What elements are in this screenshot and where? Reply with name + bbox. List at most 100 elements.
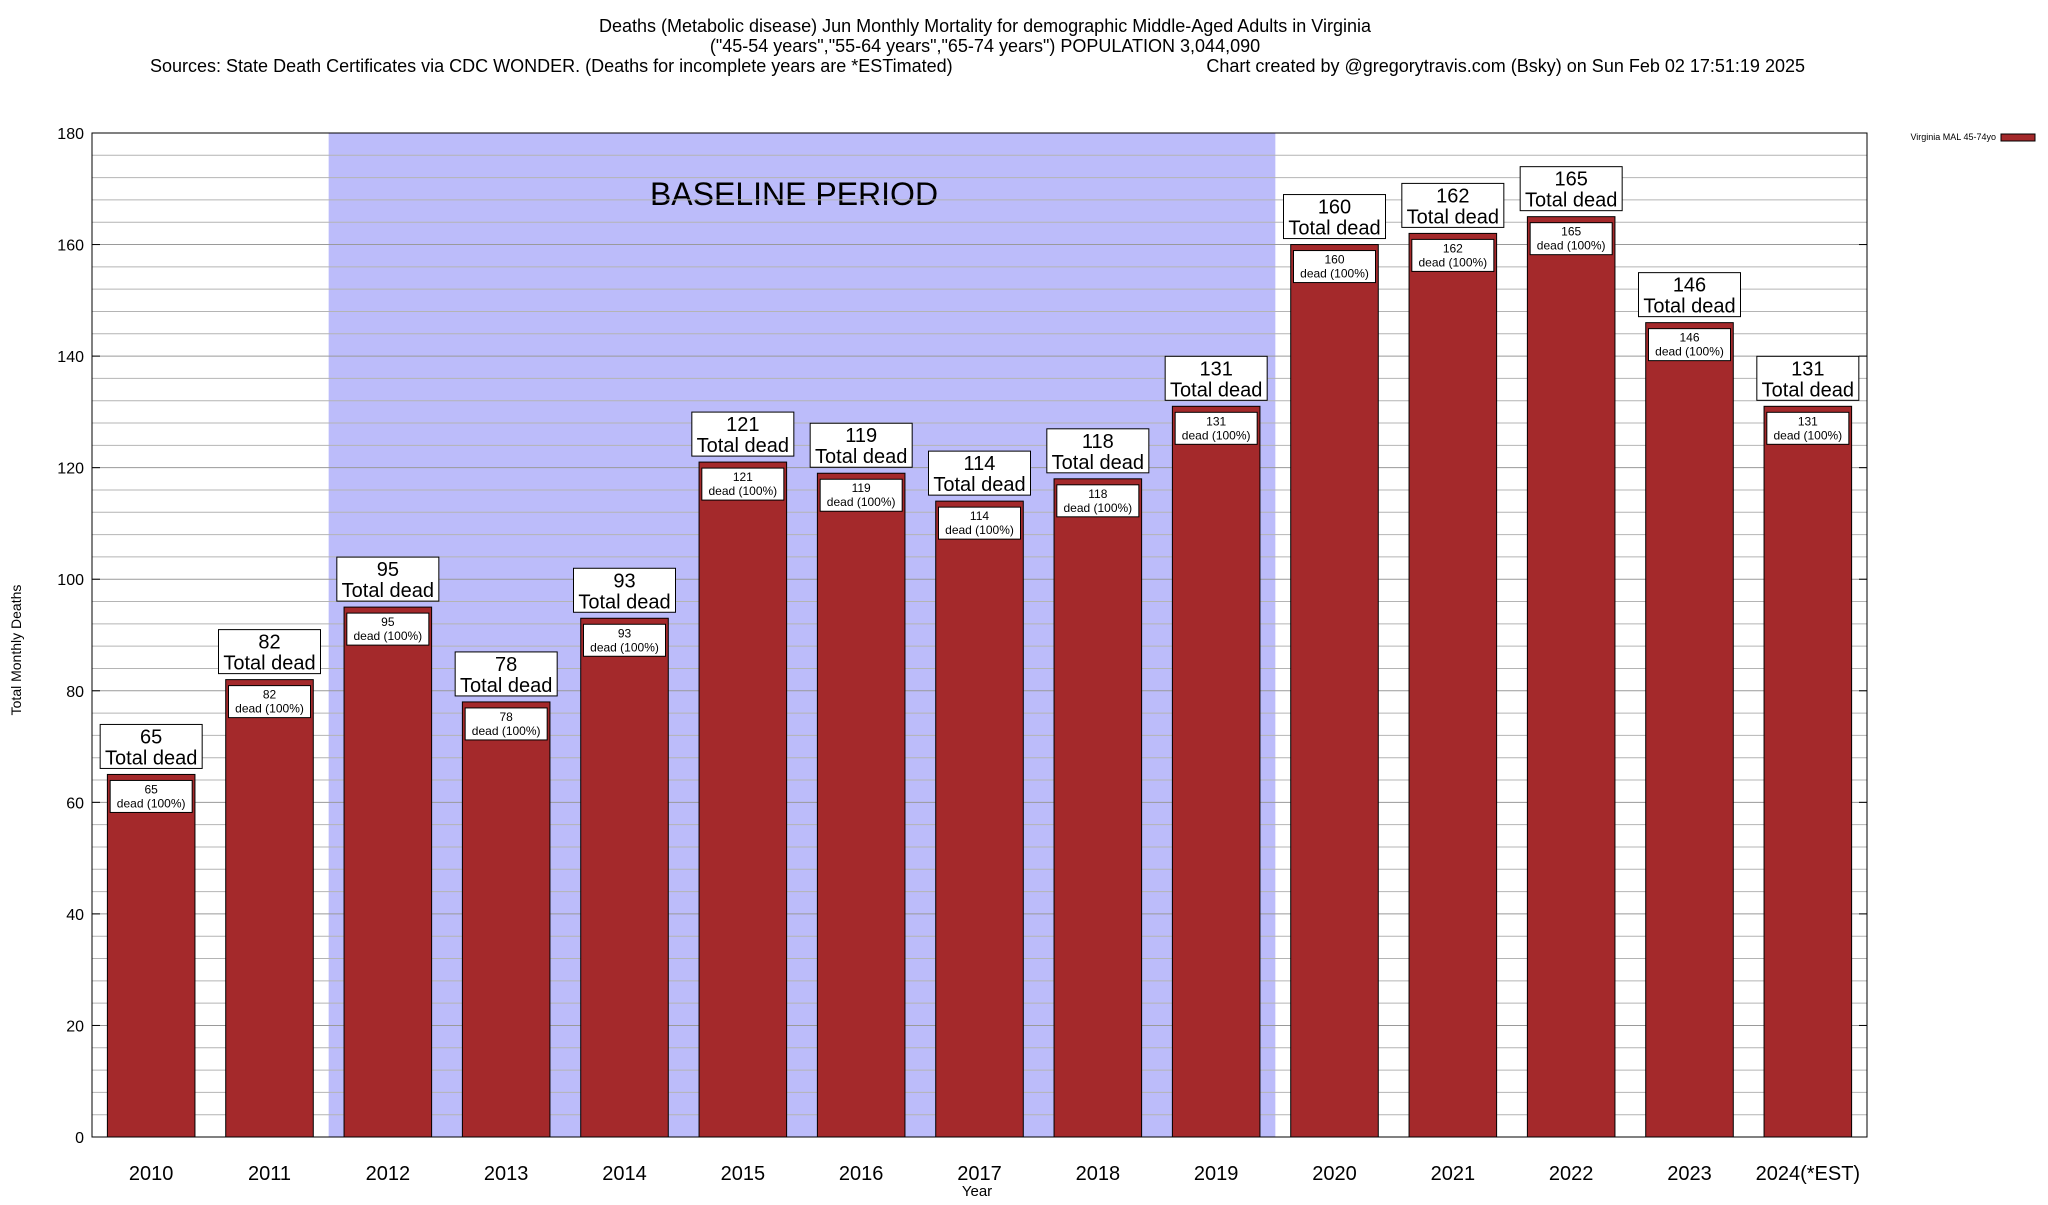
total-label-box — [928, 450, 1031, 496]
inner-label-box — [583, 623, 666, 657]
inner-label-text: dead (100%) — [117, 796, 186, 810]
total-label-text: Total dead — [1288, 218, 1380, 240]
inner-label-text: dead (100%) — [590, 640, 659, 654]
inner-label-value: 160 — [1324, 253, 1344, 267]
y-tick-label: 0 — [75, 1130, 84, 1147]
baseline-period-label: BASELINE PERIOD — [650, 176, 938, 212]
chart-title-line-2: ("45-54 years","55-64 years","65-74 year… — [710, 36, 1260, 56]
y-tick-label: 100 — [57, 572, 84, 589]
inner-label-value: 118 — [1088, 487, 1107, 501]
total-label-text: Total dead — [933, 474, 1025, 496]
total-label-value: 131 — [1199, 358, 1232, 380]
inner-label-box — [464, 707, 548, 741]
total-label-box — [336, 556, 440, 602]
total-label-value: 95 — [377, 559, 399, 581]
inner-label-value: 119 — [852, 481, 871, 495]
total-label-text: Total dead — [1170, 379, 1262, 401]
total-label-value: 82 — [258, 632, 280, 654]
total-label-box — [1638, 272, 1741, 318]
inner-label-value: 78 — [499, 710, 513, 724]
bar — [580, 617, 669, 1138]
inner-label-text: dead (100%) — [1182, 428, 1251, 442]
total-label-box — [218, 629, 321, 675]
y-tick-label: 180 — [57, 126, 84, 143]
total-label-text: Total dead — [697, 435, 789, 457]
total-label-text: Total dead — [460, 675, 552, 697]
inner-label-box — [1293, 250, 1376, 284]
bar — [1645, 322, 1734, 1138]
bar — [1053, 478, 1143, 1138]
inner-label-text: dead (100%) — [1773, 428, 1842, 442]
total-label-text: Total dead — [105, 747, 197, 769]
legend-swatch — [2000, 133, 2036, 142]
x-tick-label: 2021 — [1431, 1163, 1476, 1185]
total-label-box — [573, 567, 676, 613]
total-label-value: 93 — [613, 570, 635, 592]
total-label-text: Total dead — [1052, 452, 1144, 474]
bar — [461, 701, 551, 1138]
y-tick-label: 120 — [57, 461, 84, 478]
total-label-box — [1283, 194, 1386, 240]
total-label-text: Total dead — [223, 653, 315, 675]
total-label-value: 118 — [1082, 431, 1114, 453]
inner-label-text: dead (100%) — [1418, 255, 1487, 269]
inner-label-text: dead (100%) — [1300, 267, 1369, 281]
inner-label-box — [938, 506, 1021, 540]
x-tick-label: 2018 — [1076, 1163, 1121, 1185]
inner-label-value: 93 — [618, 626, 632, 640]
inner-label-value: 131 — [1798, 414, 1818, 428]
inner-label-text: dead (100%) — [827, 495, 896, 509]
total-label-value: 114 — [964, 453, 996, 475]
total-label-box — [1164, 355, 1268, 401]
inner-label-text: dead (100%) — [235, 702, 304, 716]
x-tick-label: 2014 — [602, 1163, 647, 1185]
inner-label-box — [228, 685, 311, 719]
total-label-value: 131 — [1791, 358, 1824, 380]
x-tick-label: 2024(*EST) — [1756, 1163, 1861, 1185]
total-label-text: Total dead — [1407, 206, 1499, 228]
x-tick-label: 2017 — [957, 1163, 1002, 1185]
x-tick-label: 2020 — [1312, 1163, 1357, 1185]
total-label-value: 162 — [1436, 185, 1469, 207]
total-label-value: 121 — [726, 414, 759, 436]
y-tick-label: 160 — [57, 238, 84, 255]
bar — [1526, 216, 1616, 1138]
x-tick-label: 2010 — [129, 1163, 174, 1185]
inner-label-text: dead (100%) — [945, 523, 1014, 537]
x-tick-label: 2015 — [721, 1163, 766, 1185]
inner-label-value: 162 — [1443, 241, 1463, 255]
chart-source-line: Sources: State Death Certificates via CD… — [150, 56, 953, 76]
total-label-text: Total dead — [1643, 296, 1735, 318]
bar — [225, 679, 314, 1138]
inner-label-box — [109, 779, 193, 813]
x-axis-label: Year — [962, 1183, 992, 1200]
total-label-box — [1046, 428, 1150, 474]
x-tick-label: 2023 — [1667, 1163, 1712, 1185]
bar — [1408, 232, 1498, 1138]
total-label-value: 78 — [495, 654, 517, 676]
inner-label-text: dead (100%) — [1063, 501, 1132, 515]
inner-label-text: dead (100%) — [353, 629, 422, 643]
total-label-box — [809, 422, 913, 468]
inner-label-box — [1411, 238, 1495, 272]
inner-label-box — [1174, 411, 1258, 445]
y-tick-label: 60 — [66, 795, 84, 812]
total-label-box — [99, 723, 203, 769]
inner-label-value: 65 — [144, 782, 158, 796]
inner-label-box — [1648, 328, 1731, 362]
inner-label-value: 114 — [970, 509, 989, 523]
inner-label-box — [819, 478, 903, 512]
bar — [1290, 244, 1379, 1138]
total-label-box — [454, 651, 558, 697]
inner-label-box — [1529, 222, 1613, 256]
x-tick-label: 2019 — [1194, 1163, 1239, 1185]
bar — [1171, 405, 1261, 1138]
x-tick-label: 2013 — [484, 1163, 529, 1185]
inner-label-value: 131 — [1206, 414, 1226, 428]
bar — [1763, 405, 1853, 1138]
x-tick-label: 2011 — [248, 1163, 291, 1185]
inner-label-box — [701, 467, 785, 501]
total-label-box — [1519, 166, 1623, 212]
